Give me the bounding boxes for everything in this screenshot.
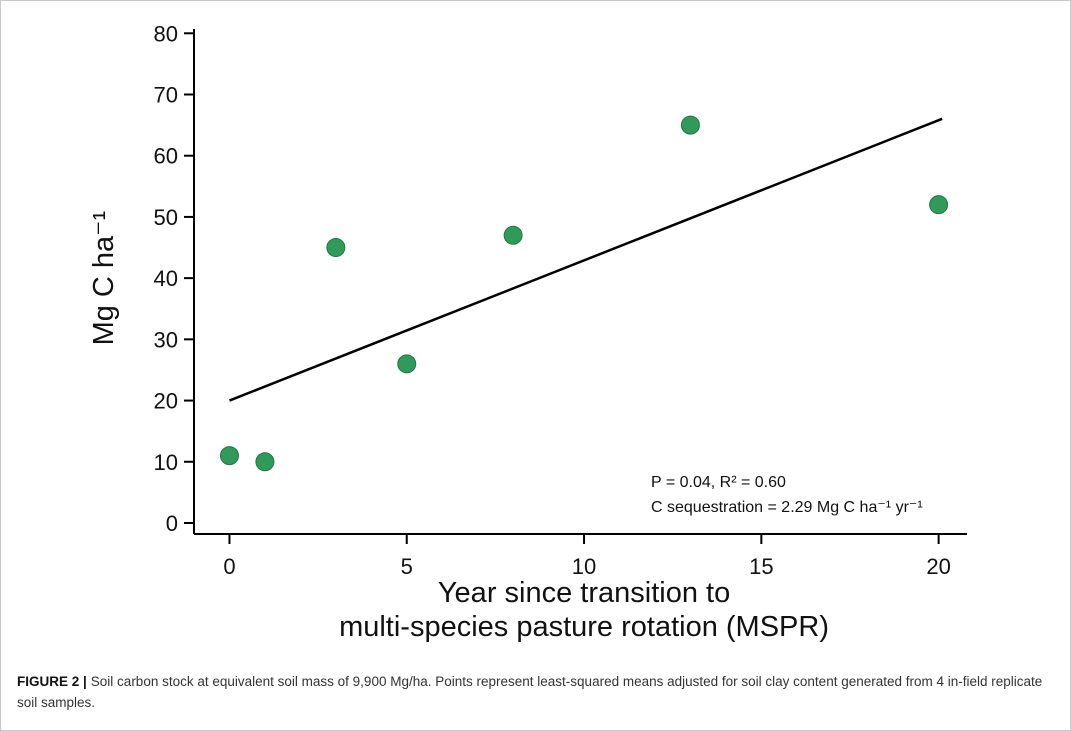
y-tick-label: 0: [166, 511, 178, 536]
data-point: [503, 225, 523, 245]
y-tick-label: 30: [154, 327, 178, 352]
data-point: [680, 115, 700, 135]
x-axis-title: Year since transition to: [438, 577, 730, 609]
stats-annotation: C sequestration = 2.29 Mg C ha⁻¹ yr⁻¹: [651, 499, 923, 516]
x-axis-title: multi-species pasture rotation (MSPR): [339, 611, 829, 643]
data-point: [219, 446, 239, 466]
figure-caption-label: FIGURE 2 |: [17, 674, 87, 689]
regression-line: [228, 117, 943, 402]
data-point: [255, 452, 275, 472]
x-tick-label: 5: [401, 554, 413, 579]
y-tick-label: 10: [154, 450, 178, 475]
y-tick-label: 70: [154, 82, 178, 107]
x-tick-label: 15: [749, 554, 773, 579]
y-tick-label: 80: [154, 21, 178, 46]
figure-caption-text: Soil carbon stock at equivalent soil mas…: [17, 674, 1043, 710]
data-point: [397, 354, 417, 374]
y-tick-label: 40: [154, 266, 178, 291]
x-tick-label: 0: [223, 554, 235, 579]
y-tick-label: 60: [154, 144, 178, 169]
stats-annotation: P = 0.04, R² = 0.60: [651, 474, 786, 491]
data-point: [929, 195, 949, 215]
y-tick-label: 50: [154, 205, 178, 230]
x-tick-label: 20: [926, 554, 950, 579]
x-tick-label: 10: [572, 554, 596, 579]
scatter-plot: 0 5 10 15 20 0 10 20 30 40 50 60 70 80 P = 0.04, R² = …: [88, 21, 967, 643]
y-axis-title: Mg C ha⁻¹: [88, 211, 120, 346]
y-tick-label: 20: [154, 389, 178, 414]
figure-caption: FIGURE 2 | Soil carbon stock at equivalen…: [1, 664, 1070, 714]
data-point: [326, 238, 346, 258]
